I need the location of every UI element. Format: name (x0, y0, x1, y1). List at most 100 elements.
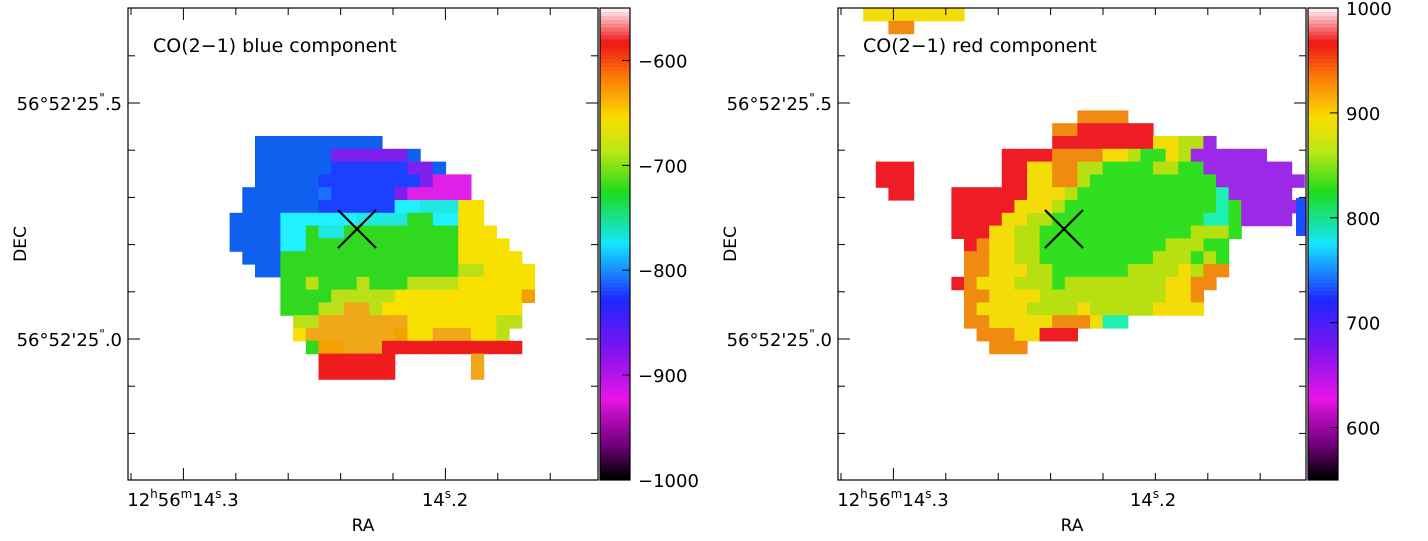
heatmap-cell (267, 212, 281, 227)
colorbar-tick-label: −900 (638, 366, 687, 387)
heatmap-cell (343, 264, 358, 278)
heatmap-cell (458, 225, 472, 239)
heatmap-cell (420, 289, 434, 303)
heatmap-cell (293, 161, 307, 175)
heatmap-cell (394, 302, 408, 316)
heatmap-cell (1228, 225, 1242, 239)
heatmap-cell (1090, 264, 1104, 278)
heatmap-cell (1039, 174, 1053, 188)
heatmap-cell (407, 200, 421, 214)
heatmap-cell (1090, 251, 1104, 265)
heatmap-cell (407, 212, 421, 227)
heatmap-cell (1102, 187, 1116, 201)
heatmap-cell (1027, 187, 1041, 201)
heatmap-cell (1253, 212, 1267, 227)
heatmap-cell (1216, 225, 1230, 239)
heatmap-cell (331, 136, 345, 150)
heatmap-cell (976, 238, 990, 252)
y-tick-label: 56°52'25".0 (727, 327, 832, 351)
heatmap-cell (420, 276, 434, 291)
heatmap-cell (1140, 123, 1154, 137)
heatmap-cell (1001, 161, 1015, 175)
plot-frame (127, 7, 599, 481)
heatmap-cell (521, 289, 535, 303)
heatmap-cell (1052, 136, 1066, 150)
heatmap-cell (331, 353, 345, 367)
heatmap-cell (458, 264, 472, 278)
heatmap-cell (445, 340, 459, 355)
heatmap-cell (331, 251, 345, 265)
heatmap-cell (343, 276, 358, 291)
heatmap-cell (1241, 148, 1255, 163)
heatmap-cell (1039, 148, 1053, 163)
heatmap-cell (318, 187, 332, 201)
heatmap-cell (1001, 315, 1015, 329)
heatmap-cell (407, 251, 421, 265)
heatmap-cell (964, 225, 978, 239)
x-axis-label: RA (1061, 516, 1084, 536)
heatmap-cell (1165, 264, 1179, 278)
heatmap-cell (1115, 315, 1129, 329)
heatmap-cell (1090, 200, 1104, 214)
heatmap-cell (1190, 251, 1204, 265)
heatmap-cell (989, 264, 1003, 278)
heatmap-cell (989, 328, 1003, 342)
heatmap-cell (1228, 200, 1242, 214)
heatmap-cell (1165, 200, 1179, 214)
heatmap-cell (382, 161, 396, 175)
heatmap-cell (470, 251, 485, 265)
heatmap-cell (369, 340, 383, 355)
heatmap-cell (1027, 276, 1041, 291)
heatmap-cell (432, 302, 447, 316)
heatmap-cell (1127, 161, 1141, 175)
heatmap-cell (1190, 264, 1204, 278)
heatmap-cell (470, 200, 485, 214)
heatmap-cell (394, 187, 408, 201)
heatmap-cell (420, 340, 434, 355)
heatmap-cell (1001, 264, 1015, 278)
heatmap-cell (1027, 251, 1041, 265)
heatmap-cell (293, 251, 307, 265)
heatmap-cell (1115, 276, 1129, 291)
x-axis-label: RA (352, 516, 375, 536)
heatmap-cell (1064, 148, 1078, 163)
heatmap-cell (989, 225, 1003, 239)
heatmap-cell (1052, 289, 1066, 303)
heatmap-cell (1052, 251, 1066, 265)
heatmap-cell (1027, 238, 1041, 252)
heatmap-cell (356, 264, 370, 278)
heatmap-cell (318, 328, 332, 342)
heatmap-cell (1203, 276, 1217, 291)
heatmap-cell (420, 174, 434, 188)
heatmap-cell (1165, 225, 1179, 239)
heatmap-cell (369, 315, 383, 329)
heatmap-cell (509, 340, 523, 355)
heatmap-cell (470, 289, 485, 303)
heatmap-cell (964, 315, 978, 329)
heatmap-cell (369, 225, 383, 239)
heatmap-cell (1165, 174, 1179, 188)
heatmap-cell (445, 251, 459, 265)
heatmap-cell (356, 340, 370, 355)
heatmap-cell (1064, 276, 1078, 291)
heatmap-cell (964, 238, 978, 252)
heatmap-cell (1115, 161, 1129, 175)
heatmap-cell (1140, 148, 1154, 163)
heatmap-cell (1102, 136, 1116, 150)
heatmap-cell (1190, 148, 1204, 163)
heatmap-cell (369, 148, 383, 163)
heatmap-cell (875, 174, 889, 188)
heatmap-cell (1153, 238, 1167, 252)
heatmap-cell (1115, 251, 1129, 265)
heatmap-cell (458, 302, 472, 316)
heatmap-cell (343, 340, 358, 355)
heatmap-cell (496, 289, 510, 303)
heatmap-cell (331, 238, 345, 252)
heatmap-cell (1014, 276, 1028, 291)
heatmap-cell (1090, 225, 1104, 239)
heatmap-cell (445, 315, 459, 329)
heatmap-cell (369, 187, 383, 201)
heatmap-cell (267, 200, 281, 214)
heatmap-cell (343, 238, 358, 252)
heatmap-cell (255, 251, 269, 265)
